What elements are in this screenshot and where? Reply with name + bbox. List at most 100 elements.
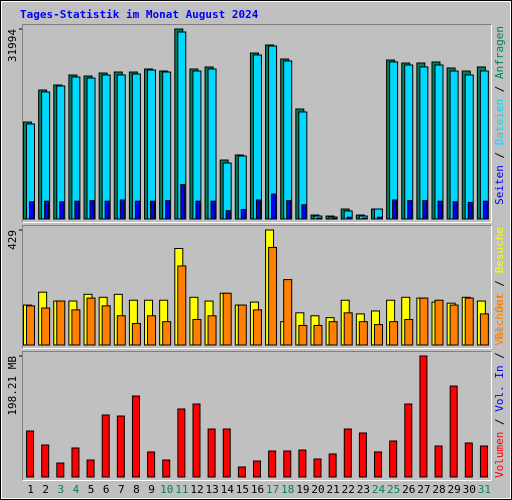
bar	[268, 45, 278, 220]
bar	[449, 385, 458, 478]
bar	[207, 315, 217, 346]
bar	[207, 68, 217, 220]
bar	[207, 428, 216, 478]
bar	[434, 64, 444, 220]
bar	[407, 200, 413, 220]
x-tick-label: 9	[148, 483, 155, 496]
bar	[116, 315, 126, 346]
bar	[374, 451, 383, 478]
bar	[162, 71, 172, 220]
bar	[192, 319, 202, 346]
bar	[449, 70, 459, 220]
bar	[222, 428, 231, 478]
x-tick-label: 6	[103, 483, 110, 496]
x-tick-label: 21	[327, 483, 340, 496]
x-tick-label: 23	[357, 483, 370, 496]
x-tick-label: 11	[175, 483, 188, 496]
bar	[86, 459, 95, 478]
bar	[29, 201, 34, 220]
x-tick-label: 3	[58, 483, 65, 496]
bar	[404, 403, 413, 478]
bar	[358, 432, 367, 478]
bar	[422, 200, 428, 220]
bar	[252, 54, 262, 220]
bar	[301, 204, 307, 220]
y-tick-label: 31994	[6, 29, 19, 62]
bar	[101, 414, 110, 478]
bar	[101, 305, 111, 346]
bar	[177, 408, 186, 478]
bar	[104, 200, 110, 220]
bar	[346, 216, 352, 220]
bar	[434, 445, 443, 478]
legend-entry: Vol. In	[493, 365, 506, 411]
bar	[313, 324, 323, 346]
bar	[389, 440, 398, 478]
bar	[464, 74, 474, 220]
bar	[343, 312, 353, 346]
bar	[376, 216, 382, 220]
bar	[86, 77, 96, 220]
legend-entry: Vol. Out	[493, 293, 506, 346]
bar	[404, 64, 414, 220]
x-tick-label: 26	[402, 483, 415, 496]
x-tick-label: 13	[205, 483, 218, 496]
bar	[298, 111, 308, 220]
bar	[253, 460, 261, 478]
x-tick-label: 15	[236, 483, 249, 496]
bar	[71, 447, 80, 478]
bar	[268, 450, 277, 478]
bar	[437, 200, 443, 220]
bar	[119, 199, 125, 220]
x-tick-label: 7	[118, 483, 125, 496]
bar	[210, 200, 216, 220]
bar	[328, 321, 338, 346]
bar	[434, 299, 444, 346]
x-tick-label: 24	[372, 483, 386, 496]
bar	[389, 61, 399, 220]
bar	[331, 217, 337, 220]
bar	[237, 466, 246, 478]
bar	[101, 74, 111, 220]
bar	[373, 324, 383, 346]
bar	[268, 246, 278, 346]
bar	[56, 85, 66, 220]
bar	[467, 201, 473, 220]
bar	[286, 200, 292, 220]
legend-entry: Dateien	[493, 99, 506, 145]
bar	[252, 309, 262, 346]
x-tick-label: 20	[311, 483, 324, 496]
bar	[162, 459, 171, 478]
bar	[479, 313, 489, 346]
bar	[449, 304, 459, 346]
bar	[41, 91, 51, 220]
bar	[222, 292, 232, 346]
legend-entry: Besuche	[493, 227, 506, 273]
legend: Volumen / Vol. In / Vol. Out	[493, 293, 506, 478]
y-tick-label: 429	[6, 230, 19, 250]
bar	[419, 66, 429, 220]
bar	[255, 199, 261, 220]
legend: Seiten / Dateien / Anfragen	[493, 26, 506, 205]
bar	[116, 74, 126, 220]
bar	[358, 321, 368, 346]
bar	[147, 69, 157, 220]
bar	[56, 462, 65, 478]
bar	[240, 208, 246, 220]
bar	[464, 297, 474, 346]
bar	[44, 200, 50, 220]
bar	[283, 279, 293, 346]
bar	[343, 428, 352, 478]
legend-separator: /	[493, 346, 506, 366]
y-tick-label: 198.21 MB	[6, 356, 19, 416]
legend-entry: Seiten	[493, 165, 506, 205]
x-tick-label: 22	[342, 483, 355, 496]
legend-entry: Rechner	[493, 293, 506, 340]
bar	[71, 309, 81, 346]
bar	[116, 415, 125, 478]
bar	[283, 60, 293, 220]
legend-separator: /	[493, 412, 506, 432]
x-tick-label: 28	[432, 483, 445, 496]
bar	[298, 324, 308, 346]
